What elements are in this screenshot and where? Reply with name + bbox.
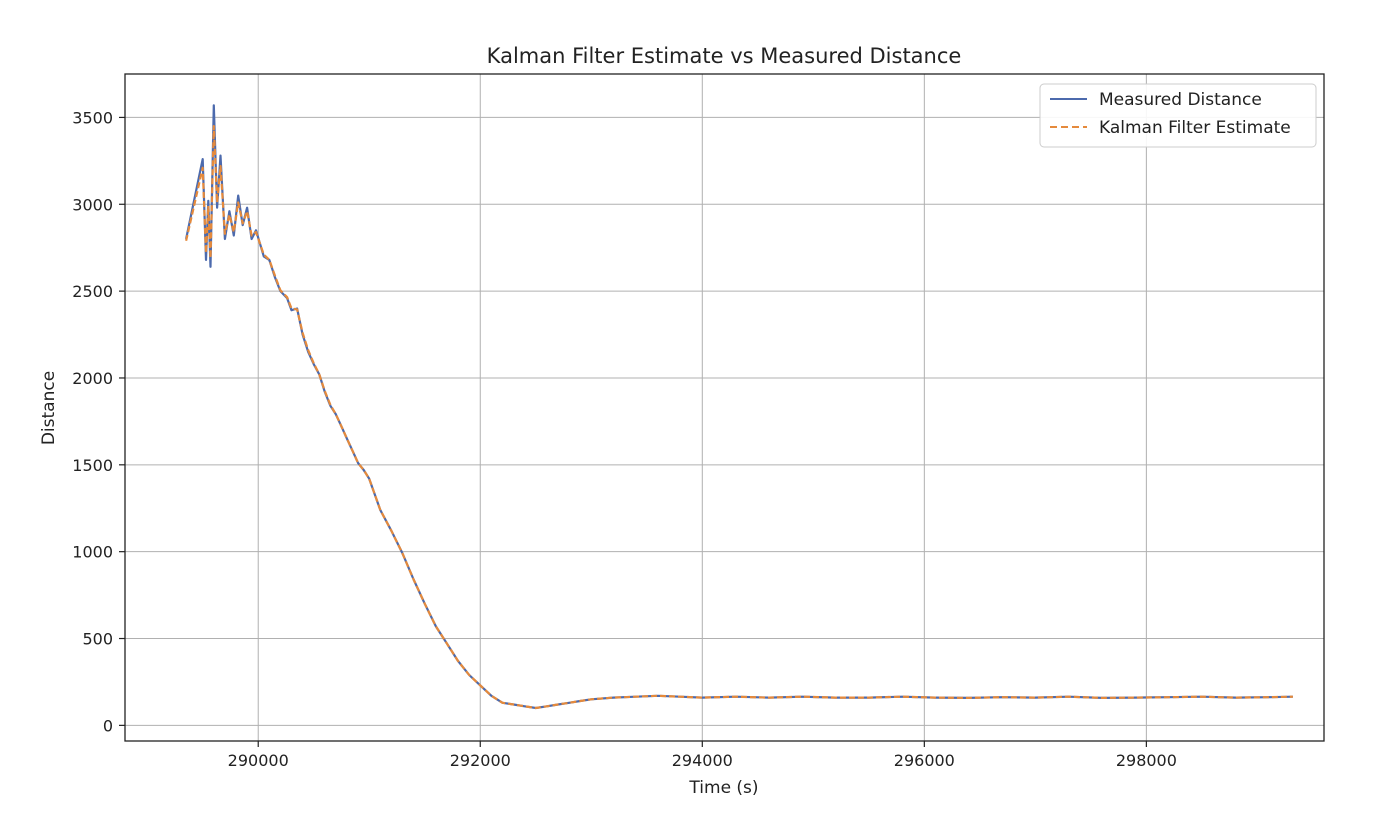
y-tick-label: 3500 (72, 108, 113, 127)
y-tick-label: 0 (103, 716, 113, 735)
y-tick-label: 2000 (72, 369, 113, 388)
grid-layer (125, 74, 1324, 741)
y-tick-label: 3000 (72, 195, 113, 214)
y-tick-label: 500 (82, 630, 113, 649)
tick-layer: 290000 292000 294000 296000 298000 0 500 1000 15… (72, 108, 1177, 770)
y-tick-label: 1000 (72, 543, 113, 562)
y-tick-label: 2500 (72, 282, 113, 301)
x-tick-label: 292000 (450, 751, 511, 770)
legend-label-measured: Measured Distance (1099, 90, 1262, 110)
chart-title: Kalman Filter Estimate vs Measured Dista… (487, 44, 962, 68)
series-layer (185, 104, 1293, 710)
y-axis-label: Distance (39, 371, 59, 445)
x-tick-label: 298000 (1116, 751, 1177, 770)
x-tick-label: 294000 (672, 751, 733, 770)
legend: Measured Distance Kalman Filter Estimate (1039, 83, 1317, 148)
plot-frame (124, 73, 1325, 742)
series-line-kalman-estimate (185, 124, 1293, 710)
legend-label-kalman: Kalman Filter Estimate (1099, 118, 1291, 138)
x-tick-label: 290000 (228, 751, 289, 770)
legend-box (1039, 83, 1317, 148)
y-tick-label: 1500 (72, 456, 113, 475)
x-axis-label: Time (s) (688, 778, 758, 798)
x-tick-label: 296000 (894, 751, 955, 770)
